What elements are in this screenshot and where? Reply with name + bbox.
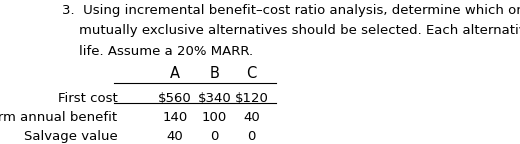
Text: 0: 0 — [248, 130, 256, 143]
Text: 3.  Using incremental benefit–cost ratio analysis, determine which one of the th: 3. Using incremental benefit–cost ratio … — [62, 4, 520, 17]
Text: Uniform annual benefit: Uniform annual benefit — [0, 111, 118, 124]
Text: 40: 40 — [243, 111, 260, 124]
Text: First cost: First cost — [58, 92, 118, 105]
Text: $560: $560 — [158, 92, 192, 105]
Text: C: C — [246, 66, 257, 81]
Text: Salvage value: Salvage value — [23, 130, 118, 143]
Text: 40: 40 — [167, 130, 184, 143]
Text: 100: 100 — [202, 111, 227, 124]
Text: 0: 0 — [211, 130, 219, 143]
Text: $340: $340 — [198, 92, 231, 105]
Text: B: B — [210, 66, 219, 81]
Text: A: A — [170, 66, 180, 81]
Text: 140: 140 — [163, 111, 188, 124]
Text: mutually exclusive alternatives should be selected. Each alternative has a 10-ye: mutually exclusive alternatives should b… — [62, 24, 520, 37]
Text: life. Assume a 20% MARR.: life. Assume a 20% MARR. — [62, 45, 253, 58]
Text: $120: $120 — [235, 92, 268, 105]
